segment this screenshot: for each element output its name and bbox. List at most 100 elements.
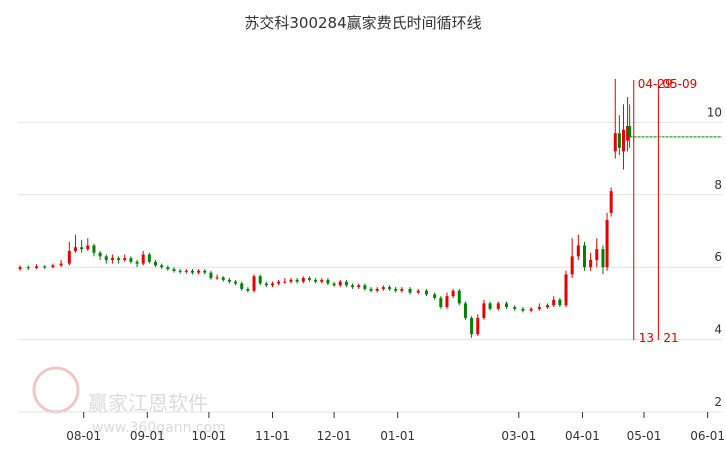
candle-body	[26, 267, 30, 269]
candle-body	[166, 267, 170, 270]
candle-body	[451, 290, 455, 297]
candle-body	[546, 305, 550, 308]
candle-body	[496, 303, 500, 309]
candle-body	[363, 285, 367, 289]
candle-body	[264, 283, 268, 286]
candle-body	[529, 308, 533, 311]
y-tick-label: 4	[714, 323, 722, 337]
x-tick-label: 01-01	[380, 429, 415, 443]
candle-body	[513, 307, 517, 309]
candle-body	[135, 261, 139, 264]
candle-body	[110, 258, 114, 260]
candle-body	[375, 288, 379, 291]
candle-body	[351, 285, 355, 288]
candle-body	[445, 296, 449, 308]
candle-body	[564, 274, 568, 306]
cycle-count: 21	[663, 331, 678, 345]
candle-body	[400, 288, 404, 291]
cycle-date: 04-29	[638, 77, 673, 91]
candle-body	[504, 303, 508, 308]
candle-body	[344, 281, 348, 286]
candle-body	[488, 303, 492, 309]
candle-body	[408, 288, 412, 293]
candle-body	[98, 252, 102, 257]
candle-body	[357, 285, 361, 288]
candle-body	[178, 270, 182, 272]
candle-body	[463, 303, 467, 318]
candle-body	[582, 245, 586, 268]
candle-body	[595, 249, 599, 260]
candle-body	[558, 299, 562, 306]
candle-body	[394, 288, 398, 291]
candle-body	[92, 245, 96, 253]
x-tick-label: 03-01	[501, 429, 536, 443]
candle-body	[470, 317, 474, 335]
watermark-name: 赢家江恩软件	[88, 391, 208, 415]
candle-body	[277, 281, 281, 284]
candle-body	[215, 277, 219, 279]
watermark-logo	[32, 366, 80, 414]
candle-body	[338, 281, 342, 286]
candle-body	[576, 245, 580, 257]
candle-body	[160, 265, 164, 268]
watermark: 赢家江恩软件 www.360gann.com	[32, 366, 226, 436]
candle-body	[51, 265, 55, 268]
y-tick-label: 2	[714, 395, 722, 409]
candle-body	[601, 249, 605, 268]
watermark-url: www.360gann.com	[92, 420, 226, 436]
candle-body	[605, 220, 609, 268]
candle-body	[234, 281, 238, 284]
candle-body	[258, 276, 262, 284]
cycle-date: 05-09	[662, 77, 697, 91]
x-tick-label: 08-01	[66, 429, 101, 443]
candle-body	[190, 270, 194, 273]
candle-body	[221, 277, 225, 280]
candle-body	[628, 126, 632, 137]
candle-body	[117, 258, 121, 260]
candle-body	[609, 191, 613, 213]
candle-body	[433, 294, 437, 298]
candle-body	[314, 279, 318, 282]
candle-body	[154, 261, 158, 266]
x-tick-label: 12-01	[317, 429, 352, 443]
candle-body	[332, 283, 336, 286]
x-tick-label: 05-01	[627, 429, 662, 443]
candle-body	[18, 267, 22, 270]
candle-body	[537, 307, 541, 309]
x-tick-label: 10-01	[191, 429, 226, 443]
candle-body	[552, 299, 556, 306]
chart-title: 苏交科300284赢家费氏时间循环线	[244, 14, 481, 32]
candle-body	[141, 254, 145, 264]
candle-body	[416, 290, 420, 293]
x-tick-label: 06-01	[690, 429, 725, 443]
candle-body	[240, 283, 244, 289]
x-tick-label: 11-01	[255, 429, 290, 443]
candle-body	[209, 272, 213, 279]
candle-body	[387, 287, 391, 289]
candle-body	[227, 279, 231, 282]
candle-body	[203, 270, 207, 273]
candle-body	[295, 279, 299, 282]
candle-body	[59, 263, 63, 266]
candle-body	[129, 258, 133, 262]
candle-body	[73, 247, 77, 251]
candle-body	[307, 278, 311, 280]
candle-body	[476, 317, 480, 335]
candle-body	[617, 133, 621, 148]
candle-body	[283, 281, 287, 283]
candle-body	[621, 129, 625, 152]
candle-body	[482, 303, 486, 318]
candle-body	[289, 279, 293, 282]
candle-body	[147, 254, 151, 262]
x-tick-label: 09-01	[130, 429, 165, 443]
candle-body	[301, 278, 305, 282]
candle-body	[67, 250, 71, 264]
candle-body	[34, 266, 38, 268]
candle-body	[172, 269, 176, 271]
cycle-count: 13	[639, 331, 654, 345]
candle-body	[123, 258, 127, 260]
candle-body	[589, 259, 593, 268]
candle-body	[326, 279, 330, 284]
x-tick-label: 04-01	[565, 429, 600, 443]
y-tick-label: 6	[714, 250, 722, 264]
